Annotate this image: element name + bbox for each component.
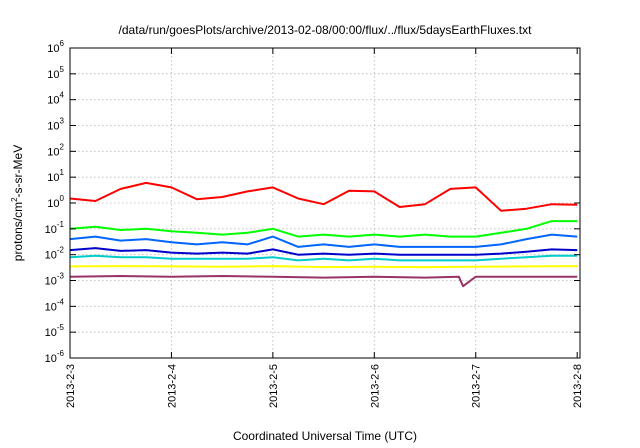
series-line-5 [69, 254, 578, 262]
y-tick-label: 10-4 [45, 297, 65, 313]
series-layer [69, 181, 578, 288]
x-tick-label: 2013-2-4 [166, 364, 178, 408]
y-tick-label: 102 [47, 142, 64, 158]
axis-ticks [69, 47, 580, 359]
y-tick-label: 10-1 [45, 220, 65, 236]
series-line-7 [69, 275, 578, 288]
y-tick-label: 10-3 [45, 272, 65, 288]
series-line-2 [69, 220, 578, 238]
y-tick-label: 105 [47, 65, 64, 81]
plot-frame [69, 47, 581, 359]
x-tick-label: 2013-2-7 [471, 364, 483, 408]
y-tick-label: 10-5 [45, 323, 65, 339]
y-axis-label-exponent: 2 [10, 197, 19, 202]
x-tick-label: 2013-2-3 [65, 364, 77, 408]
x-tick-label: 2013-2-6 [369, 364, 381, 408]
x-tick-label: 2013-2-5 [268, 364, 280, 408]
x-tick-label: 2013-2-8 [572, 364, 584, 408]
y-axis-label: protons/cm2-s-sr-MeV [10, 145, 25, 261]
y-tick-label: 103 [47, 117, 64, 133]
series-line-4 [69, 247, 578, 256]
y-tick-label: 104 [47, 91, 64, 107]
y-axis-label-units: -s-sr-MeV [11, 145, 25, 198]
x-tick-labels: 2013-2-3 2013-2-4 2013-2-5 2013-2-6 2013-2-7… [65, 364, 584, 408]
y-tick-label: 10-2 [45, 246, 65, 262]
y-tick-labels: 10-6 10-5 10-4 10-3 10-2 10-1 100 101 102 103 104 1… [45, 39, 65, 365]
y-tick-label: 10-6 [45, 349, 65, 365]
y-tick-label: 106 [47, 39, 64, 55]
x-axis-label: Coordinated Universal Time (UTC) [233, 429, 417, 443]
series-line-1 [69, 181, 578, 212]
series-line-6 [69, 265, 578, 269]
y-axis-label-main: protons/cm [11, 202, 25, 261]
chart-title: /data/run/goesPlots/archive/2013-02-08/0… [119, 23, 533, 37]
y-tick-label: 100 [47, 194, 64, 210]
series-line-3 [69, 233, 578, 248]
y-tick-label: 101 [47, 168, 64, 184]
